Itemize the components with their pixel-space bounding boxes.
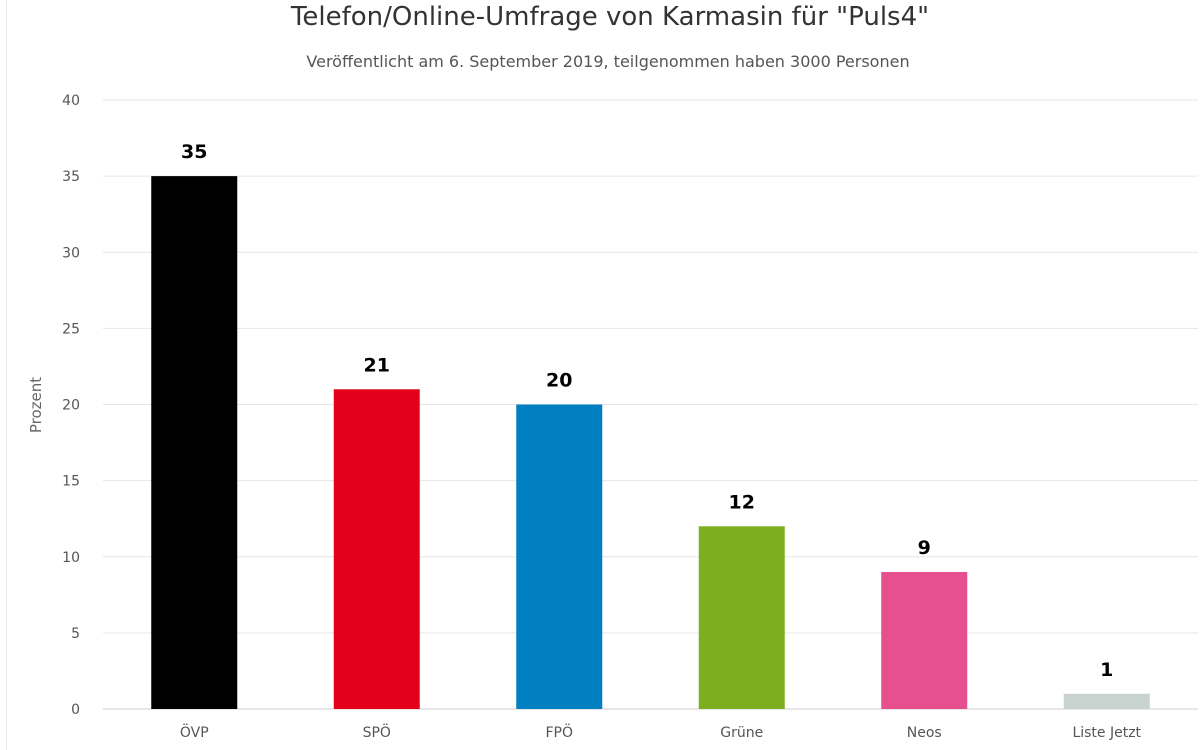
left-border [6,0,7,750]
bar--vp [151,176,238,709]
y-axis-label: Prozent [27,377,45,433]
chart-subtitle: Veröffentlicht am 6. September 2019, tei… [306,52,910,71]
grid-lines [103,99,1198,710]
data-labels: 35 21 20 12 9 1 [181,141,1113,681]
y-tick-label: 30 [62,245,80,261]
data-label: 21 [364,354,390,376]
x-tick-label: ÖVP [180,723,209,741]
x-tick-label: SPÖ [363,723,391,741]
bar-neos [881,571,968,709]
bars [151,176,1150,709]
data-label: 35 [181,141,207,163]
y-axis-ticks: 0 5 10 15 20 25 30 35 40 [62,93,80,718]
y-tick-label: 25 [62,321,80,337]
chart-title: Telefon/Online-Umfrage von Karmasin für … [290,2,930,32]
x-axis-ticks: ÖVP SPÖ FPÖ Grüne Neos Liste Jetzt [180,723,1142,741]
bar-gr-ne [698,526,785,709]
y-tick-label: 5 [71,626,80,642]
x-tick-label: FPÖ [545,723,573,741]
data-label: 12 [729,491,755,513]
y-tick-label: 40 [62,93,80,109]
data-label: 20 [546,370,572,392]
y-tick-label: 15 [62,474,80,490]
bar-fp- [516,404,603,709]
bar-liste-jetzt [1063,693,1150,709]
x-tick-label: Liste Jetzt [1072,725,1141,741]
y-tick-label: 0 [71,702,80,718]
x-tick-label: Neos [907,725,942,741]
data-label: 1 [1100,659,1113,681]
y-tick-label: 10 [62,550,80,566]
bar-sp- [333,389,420,709]
y-tick-label: 20 [62,398,80,414]
data-label: 9 [918,537,931,559]
y-tick-label: 35 [62,169,80,185]
x-tick-label: Grüne [720,725,763,741]
